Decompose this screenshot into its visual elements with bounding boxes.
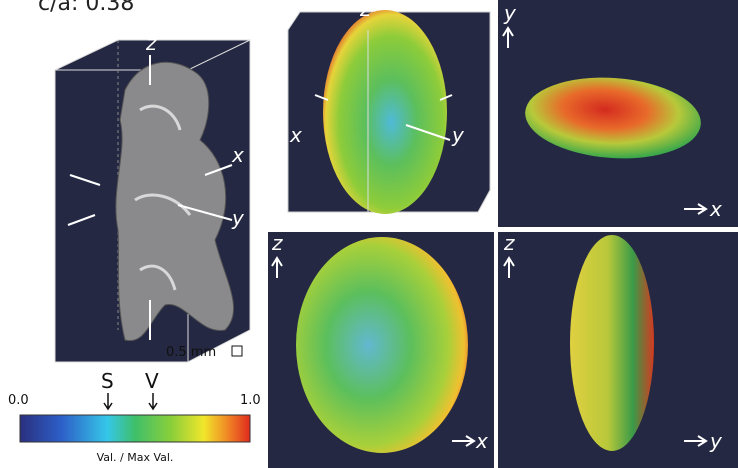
rock-view: z x y 0.5 mm (55, 31, 250, 362)
axis-label: y (231, 206, 245, 230)
axis-label: x (475, 429, 488, 453)
axis-label: x (709, 197, 722, 221)
colorbar-max: 1.0 (240, 393, 261, 408)
axis-label: y (503, 1, 517, 25)
axis-label: x (289, 123, 302, 147)
axis-label: z (359, 0, 371, 21)
colorbar-caption: Val. / Max Val. (97, 451, 174, 464)
axis-label: x (231, 143, 244, 167)
title: c/a: 0.38 (38, 0, 134, 16)
marker-label: V (145, 369, 159, 393)
colorbar-min: 0.0 (8, 393, 29, 408)
axis-label: z (145, 31, 157, 55)
front-view: z x (268, 231, 494, 468)
axis-label: y (709, 429, 723, 453)
figure: c/a: 0.38 z x y 0.5 mm z x y (0, 0, 738, 468)
axis-label: z (503, 231, 515, 255)
side-view: z y (498, 231, 738, 468)
marker-label: S (101, 369, 114, 393)
axis-label: z (271, 231, 283, 255)
ellipsoid-3d: z x y (288, 0, 490, 214)
axis-label: y (451, 123, 465, 147)
top-view: y x (498, 0, 738, 227)
scale-label: 0.5 mm (166, 345, 216, 360)
colorbar: 0.0 1.0 S V Val. / Max Val. (8, 369, 261, 464)
